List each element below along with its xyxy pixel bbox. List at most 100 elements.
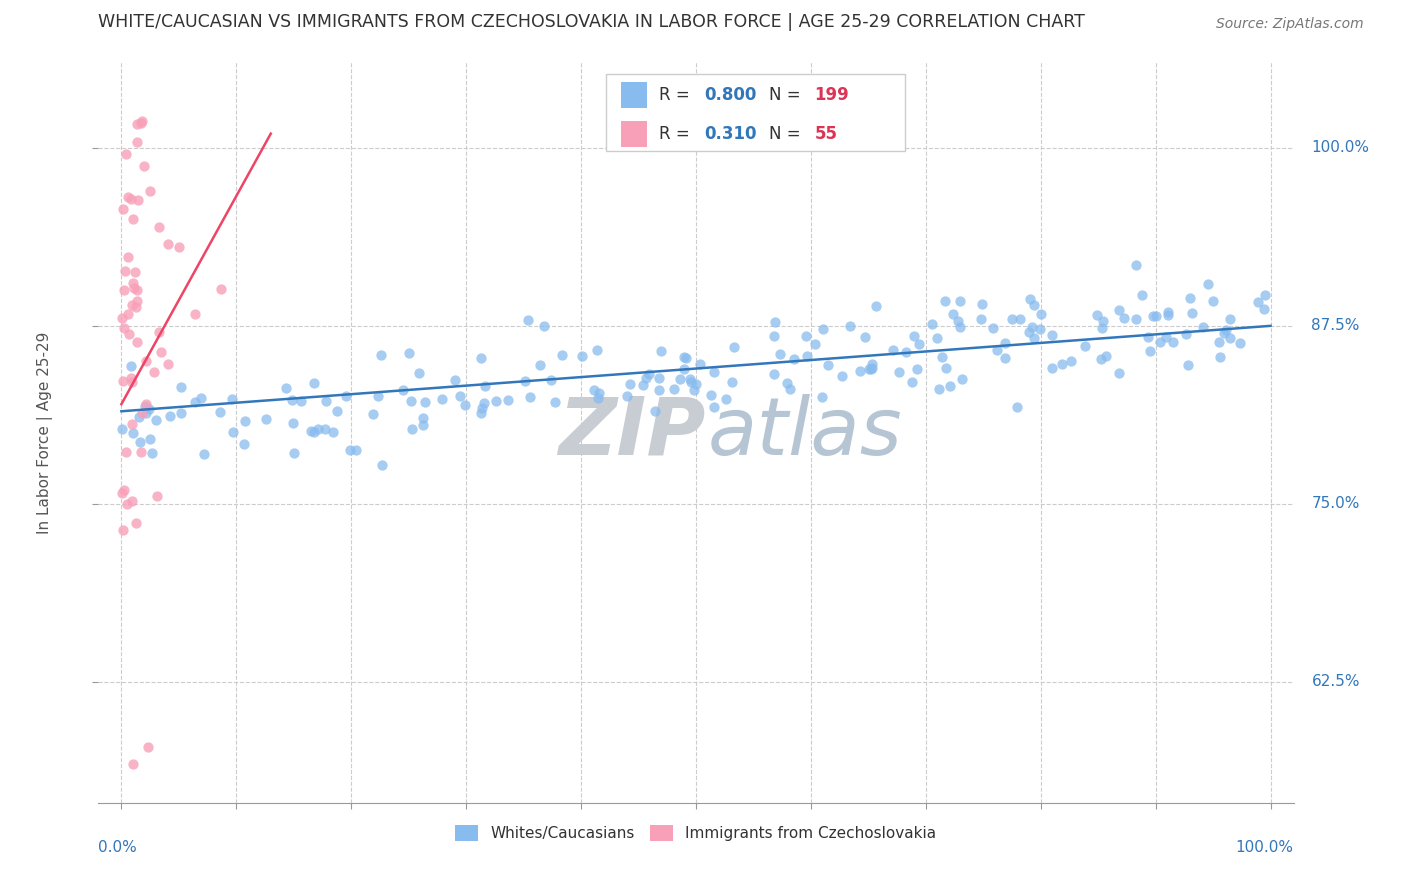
Point xyxy=(1029,307,1052,321)
Point xyxy=(314,422,336,436)
Point xyxy=(193,447,215,461)
Point xyxy=(1125,259,1147,273)
Point xyxy=(221,392,243,406)
Point xyxy=(134,399,156,413)
Point xyxy=(949,320,972,334)
Point xyxy=(157,236,180,251)
Point xyxy=(149,345,172,359)
Text: 100.0%: 100.0% xyxy=(1312,140,1369,155)
Point xyxy=(117,250,139,264)
Point xyxy=(1192,319,1215,334)
Point xyxy=(112,483,135,498)
Point xyxy=(994,336,1017,351)
Point xyxy=(302,425,325,440)
Point xyxy=(648,383,671,397)
Point xyxy=(1215,323,1237,337)
Point xyxy=(112,202,135,217)
Point xyxy=(307,422,329,436)
Point xyxy=(114,264,136,278)
Point xyxy=(949,294,972,309)
Point xyxy=(1024,298,1046,312)
Point xyxy=(1219,312,1241,326)
Point xyxy=(471,401,494,416)
Point xyxy=(714,392,737,407)
Point xyxy=(392,384,415,398)
Point xyxy=(668,372,690,386)
Point xyxy=(860,361,883,376)
Text: 75.0%: 75.0% xyxy=(1312,496,1360,511)
Point xyxy=(994,351,1017,365)
Point xyxy=(1022,331,1045,345)
Point xyxy=(121,494,143,508)
Point xyxy=(1202,293,1225,308)
Point xyxy=(1074,338,1097,352)
Text: atlas: atlas xyxy=(709,393,903,472)
Point xyxy=(120,192,142,206)
Point xyxy=(1209,350,1232,364)
Point xyxy=(122,756,145,771)
Point xyxy=(631,377,654,392)
Point xyxy=(1208,334,1230,349)
Point xyxy=(145,489,167,503)
Point xyxy=(648,371,671,385)
Point xyxy=(470,406,492,420)
Point xyxy=(679,371,702,385)
Point xyxy=(183,306,205,320)
Point xyxy=(114,146,136,161)
Point xyxy=(1042,328,1064,343)
Point xyxy=(616,389,638,403)
Point xyxy=(810,390,832,404)
Point xyxy=(1108,366,1130,380)
Point xyxy=(401,422,423,436)
Point xyxy=(127,118,149,132)
Point xyxy=(1029,322,1052,336)
Point xyxy=(1018,325,1040,339)
Point xyxy=(125,135,148,149)
Point xyxy=(110,422,132,436)
Point xyxy=(449,389,471,403)
Point xyxy=(127,294,149,309)
Text: 0.310: 0.310 xyxy=(704,125,756,144)
Point xyxy=(1092,314,1115,328)
Point xyxy=(1125,311,1147,326)
Point xyxy=(129,445,152,459)
Point xyxy=(689,357,711,371)
Point xyxy=(233,413,256,427)
Point xyxy=(540,373,562,387)
FancyBboxPatch shape xyxy=(620,121,647,147)
Point xyxy=(529,358,551,372)
Point xyxy=(117,307,139,321)
Point xyxy=(412,411,434,425)
Point xyxy=(370,348,392,362)
Point xyxy=(619,377,641,392)
Point xyxy=(120,359,142,373)
Text: 55: 55 xyxy=(814,125,838,144)
Point xyxy=(117,190,139,204)
Point xyxy=(127,193,149,207)
Point xyxy=(939,379,962,393)
Point xyxy=(136,740,159,755)
Text: 87.5%: 87.5% xyxy=(1312,318,1360,334)
Point xyxy=(121,417,143,431)
Point xyxy=(1001,311,1024,326)
Point xyxy=(131,114,153,128)
Point xyxy=(159,409,181,423)
Point xyxy=(170,406,193,420)
Point xyxy=(1008,312,1031,326)
Point xyxy=(1181,306,1204,320)
Text: R =: R = xyxy=(659,87,695,104)
Point xyxy=(170,380,193,394)
Point xyxy=(1253,302,1275,317)
Point xyxy=(472,396,495,410)
Point xyxy=(139,432,162,446)
Point xyxy=(948,313,970,327)
Text: 0.0%: 0.0% xyxy=(98,840,138,855)
Point xyxy=(644,403,666,417)
Point xyxy=(1154,330,1177,344)
Point xyxy=(859,362,882,376)
Point xyxy=(831,368,853,383)
Point xyxy=(443,374,465,388)
Point xyxy=(143,365,166,379)
Point xyxy=(804,337,827,351)
Point xyxy=(935,360,957,375)
